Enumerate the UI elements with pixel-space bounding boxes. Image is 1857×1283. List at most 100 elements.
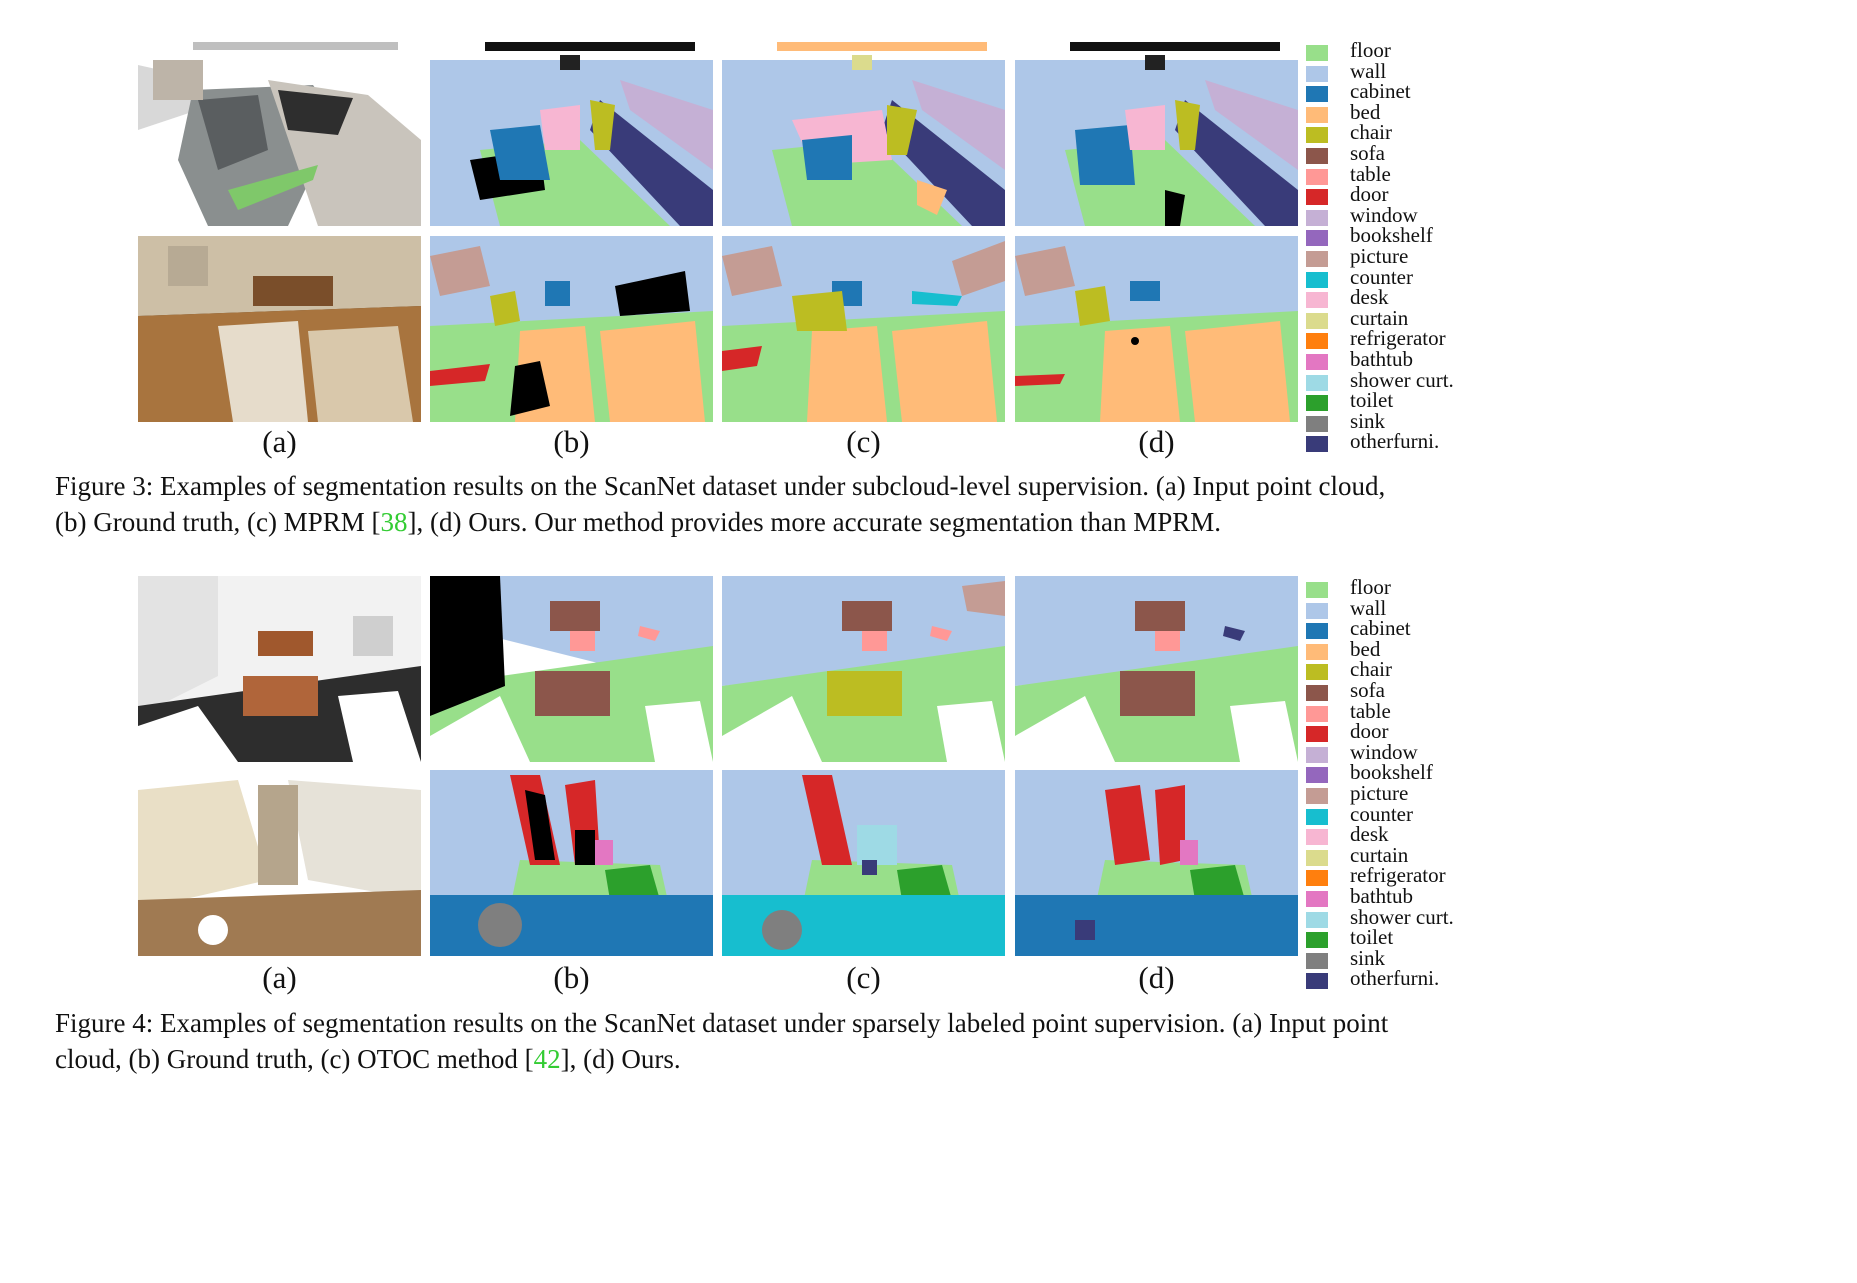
legend-swatch <box>1306 911 1328 928</box>
fig4-legend-item: refrigerator <box>1306 863 1536 889</box>
fig3-sublabel-c: (c) <box>846 424 881 459</box>
legend-swatch <box>1306 65 1328 82</box>
fig4-sublabel-b: (b) <box>553 960 590 995</box>
fig3-legend-item: sink <box>1306 409 1536 435</box>
legend-label: wall <box>1350 595 1387 620</box>
fig4-legend-item: cabinet <box>1306 616 1536 642</box>
legend-swatch <box>1306 952 1328 969</box>
fig4-legend-item: picture <box>1306 781 1536 807</box>
legend-label: window <box>1350 739 1418 764</box>
legend-swatch <box>1306 354 1328 370</box>
fig3-legend-item: sofa <box>1306 141 1536 167</box>
fig4-legend-item: desk <box>1306 822 1536 848</box>
legend-label: door <box>1350 182 1389 207</box>
fig4-sublabel-d: (d) <box>1138 960 1175 995</box>
fig4-legend-item: counter <box>1306 802 1536 828</box>
fig4-legend-item: wall <box>1306 596 1536 622</box>
fig3-legend-item: refrigerator <box>1306 326 1536 352</box>
fig3-legend-item: picture <box>1306 244 1536 270</box>
fig3-legend-item: bathtub <box>1306 347 1536 373</box>
legend-swatch <box>1306 86 1328 103</box>
fig3-caption-line1: Figure 3: Examples of segmentation resul… <box>55 471 1386 501</box>
legend-swatch <box>1306 189 1328 206</box>
fig4-citation-link[interactable]: 42 <box>533 1044 561 1074</box>
legend-label: picture <box>1350 781 1409 805</box>
fig3-row1-ours <box>1015 40 1298 226</box>
legend-swatch <box>1306 643 1328 660</box>
legend-swatch <box>1306 932 1328 949</box>
legend-label: chair <box>1350 657 1392 682</box>
fig4-legend-item: shower curt. <box>1306 905 1536 931</box>
fig4-row1-ground-truth <box>430 576 713 762</box>
fig4-legend-item: curtain <box>1306 843 1536 869</box>
legend-swatch <box>1306 808 1328 825</box>
legend-label: sink <box>1350 408 1386 433</box>
fig4-row1-ours <box>1015 576 1298 762</box>
fig3-row2-input-point-cloud <box>138 236 421 422</box>
fig3-caption-line2: (b) Ground truth, (c) MPRM [38], (d) Our… <box>55 507 1222 537</box>
fig3-legend-item: otherfurni. <box>1306 429 1536 455</box>
legend-label: cabinet <box>1350 616 1411 641</box>
fig3-citation-link[interactable]: 38 <box>380 507 408 537</box>
fig4-legend-item: chair <box>1306 657 1536 683</box>
legend-swatch <box>1306 106 1328 123</box>
legend-label: refrigerator <box>1350 326 1446 351</box>
legend-label: shower curt. <box>1350 904 1454 929</box>
fig4-row2-ground-truth <box>430 770 713 956</box>
fig4-legend-item: bed <box>1306 637 1536 663</box>
legend-swatch <box>1306 45 1328 61</box>
legend-swatch <box>1306 292 1328 309</box>
fig4-legend-item: sink <box>1306 946 1536 972</box>
legend-swatch <box>1306 395 1328 412</box>
legend-label: curtain <box>1350 842 1409 867</box>
fig3-sublabel-d: (d) <box>1138 424 1175 459</box>
legend-label: shower curt. <box>1350 367 1454 392</box>
fig4-legend-item: floor <box>1306 575 1536 601</box>
fig3-legend-item: wall <box>1306 59 1536 85</box>
legend-label: otherfurni. <box>1350 429 1440 454</box>
fig4-row2-otoc <box>722 770 1005 956</box>
fig3-legend-item: door <box>1306 182 1536 208</box>
legend-swatch <box>1306 746 1328 763</box>
legend-swatch <box>1306 870 1328 887</box>
fig4-row2-input-point-cloud <box>138 770 421 956</box>
fig4-row2-ours <box>1015 770 1298 956</box>
fig4-legend-item: table <box>1306 699 1536 725</box>
legend-swatch <box>1306 271 1328 288</box>
fig3-legend-item: chair <box>1306 120 1536 146</box>
fig4-legend-item: bathtub <box>1306 884 1536 910</box>
fig3-legend-item: bookshelf <box>1306 223 1536 249</box>
legend-label: bookshelf <box>1350 223 1433 248</box>
fig4-caption-line1: Figure 4: Examples of segmentation resul… <box>55 1008 1389 1038</box>
fig3-legend-item: cabinet <box>1306 79 1536 105</box>
legend-swatch <box>1306 209 1328 226</box>
legend-label: picture <box>1350 244 1409 268</box>
legend-swatch <box>1306 664 1328 681</box>
fig3-row1-mprm <box>722 40 1005 226</box>
legend-swatch <box>1306 312 1328 329</box>
legend-swatch <box>1306 582 1328 598</box>
legend-label: window <box>1350 202 1418 227</box>
fig3-legend-item: curtain <box>1306 306 1536 332</box>
legend-label: chair <box>1350 120 1392 145</box>
legend-label: counter <box>1350 801 1413 826</box>
legend-swatch <box>1306 374 1328 391</box>
fig3-legend-item: window <box>1306 203 1536 229</box>
fig4-legend-item: sofa <box>1306 678 1536 704</box>
fig3-row2-ground-truth <box>430 236 713 422</box>
fig3-legend-item: table <box>1306 162 1536 188</box>
legend-swatch <box>1306 148 1328 164</box>
legend-label: bed <box>1350 636 1381 661</box>
legend-label: otherfurni. <box>1350 966 1440 991</box>
fig3-row1-input-point-cloud <box>138 40 421 226</box>
legend-swatch <box>1306 230 1328 247</box>
fig4-sublabel-a: (a) <box>262 960 297 995</box>
fig4-legend-item: window <box>1306 740 1536 766</box>
fig4-legend-item: bookshelf <box>1306 760 1536 786</box>
legend-label: bathtub <box>1350 347 1413 371</box>
legend-swatch <box>1306 415 1328 432</box>
fig3-row2-mprm <box>722 236 1005 422</box>
fig4-legend-item: toilet <box>1306 925 1536 951</box>
legend-swatch <box>1306 891 1328 907</box>
legend-swatch <box>1306 685 1328 701</box>
